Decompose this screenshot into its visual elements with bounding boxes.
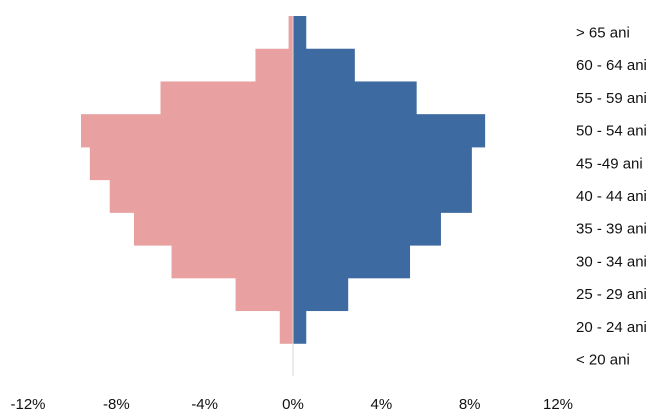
category-label: < 20 ani: [576, 352, 630, 369]
category-label: > 65 ani: [576, 24, 630, 41]
x-tick-label: 0%: [282, 396, 304, 411]
category-label: 40 - 44 ani: [576, 188, 647, 205]
category-label: 60 - 64 ani: [576, 57, 647, 74]
bar-right-2: [293, 81, 417, 115]
bar-right-8: [293, 277, 349, 312]
category-label: 45 -49 ani: [576, 155, 643, 172]
x-tick-label: 4%: [370, 396, 392, 411]
x-tick-label: -8%: [103, 396, 130, 411]
category-label: 50 - 54 ani: [576, 123, 647, 140]
bar-right-7: [293, 245, 411, 279]
bar-right-6: [293, 212, 441, 246]
bar-left-9: [279, 310, 293, 344]
category-label: 55 - 59 ani: [576, 90, 647, 107]
category-label: 25 - 29 ani: [576, 286, 647, 303]
bar-left-0: [288, 16, 293, 50]
bar-left-5: [109, 179, 293, 213]
x-tick-label: 12%: [543, 396, 573, 411]
bar-left-8: [235, 277, 293, 312]
x-tick-label: -4%: [191, 396, 218, 411]
x-tick-label: -12%: [10, 396, 45, 411]
x-tick-label: 8%: [459, 396, 481, 411]
x-tick-labels: -12% -8% -4% 0% 4% 8% 12%: [10, 396, 573, 411]
bar-right-4: [293, 146, 472, 181]
category-label: 20 - 24 ani: [576, 319, 647, 336]
bar-left-3: [81, 114, 293, 148]
bar-right-5: [293, 179, 472, 213]
category-label: 35 - 39 ani: [576, 221, 647, 238]
bar-left-2: [160, 81, 293, 115]
bar-left-6: [134, 212, 293, 246]
bar-right-9: [293, 310, 307, 344]
bar-right-1: [293, 48, 355, 82]
bars-group: [81, 16, 486, 344]
bar-left-4: [89, 146, 293, 181]
bar-left-1: [255, 48, 293, 82]
bar-right-3: [293, 114, 486, 148]
bar-left-7: [171, 245, 293, 279]
category-label: 30 - 34 ani: [576, 253, 647, 270]
category-labels: > 65 ani 60 - 64 ani 55 - 59 ani 50 - 54 an…: [576, 24, 647, 368]
bar-right-0: [293, 16, 307, 50]
